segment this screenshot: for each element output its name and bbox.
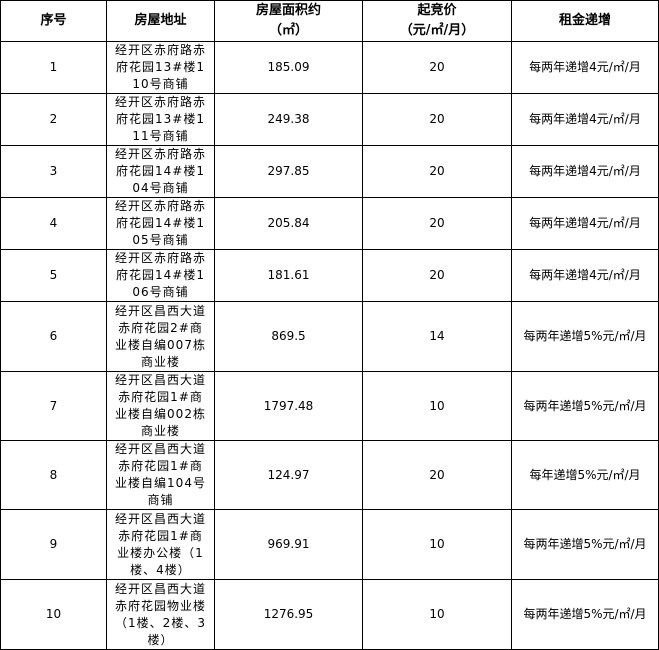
row-address: 经开区昌西大道赤府花园1#商业楼办公楼（1楼、4楼）	[106, 509, 215, 580]
row-rent-increase: 每两年递增4元/㎡/月	[511, 93, 659, 146]
table-row: 2 经开区赤府路赤府花园13#楼111号商铺 249.38 20 每两年递增4元/㎡/月	[0, 93, 659, 146]
row-price: 20	[362, 93, 512, 146]
row-rent-increase: 每两年递增5%元/㎡/月	[511, 301, 659, 372]
header-row: 序号 房屋地址 房屋面积约 （㎡） 起竞价 （元/㎡/月） 租金递增	[0, 0, 659, 42]
header-price: 起竞价 （元/㎡/月）	[362, 0, 512, 42]
row-rent-increase: 每两年递增4元/㎡/月	[511, 249, 659, 302]
row-area: 297.85	[214, 145, 363, 198]
row-address: 经开区赤府路赤府花园14#楼106号商铺	[106, 249, 215, 302]
table-row: 8 经开区昌西大道赤府花园1#商业楼自编104号商铺 124.97 20 每年递增5%元…	[0, 440, 659, 510]
row-rent-increase: 每两年递增4元/㎡/月	[511, 145, 659, 198]
row-price: 10	[362, 579, 512, 650]
row-address: 经开区赤府路赤府花园14#楼104号商铺	[106, 145, 215, 198]
row-area: 869.5	[214, 301, 363, 372]
row-rent-increase: 每两年递增4元/㎡/月	[511, 41, 659, 94]
row-address: 经开区赤府路赤府花园13#楼111号商铺	[106, 93, 215, 146]
row-area: 181.61	[214, 249, 363, 302]
row-price: 14	[362, 301, 512, 372]
row-area: 185.09	[214, 41, 363, 94]
row-rent-increase: 每年递增5%元/㎡/月	[511, 440, 659, 510]
row-price: 20	[362, 440, 512, 510]
row-price: 10	[362, 509, 512, 580]
row-number: 7	[0, 371, 107, 441]
table-row: 7 经开区昌西大道赤府花园1#商业楼自编002栋商业楼 1797.48 10 每两年递增…	[0, 371, 659, 441]
header-area-line1: 房屋面积约	[255, 3, 321, 18]
table-row: 4 经开区赤府路赤府花园14#楼105号商铺 205.84 20 每两年递增4元/㎡/月	[0, 197, 659, 250]
row-rent-increase: 每两年递增5%元/㎡/月	[511, 371, 659, 441]
row-area: 1276.95	[214, 579, 363, 650]
row-number: 8	[0, 440, 107, 510]
header-area: 房屋面积约 （㎡）	[214, 0, 363, 42]
row-area: 205.84	[214, 197, 363, 250]
row-rent-increase: 每两年递增5%元/㎡/月	[511, 509, 659, 580]
table-row: 1 经开区赤府路赤府花园13#楼110号商铺 185.09 20 每两年递增4元/㎡/月	[0, 41, 659, 94]
row-address: 经开区昌西大道赤府花园1#商业楼自编104号商铺	[106, 440, 215, 510]
row-rent-increase: 每两年递增4元/㎡/月	[511, 197, 659, 250]
row-number: 1	[0, 41, 107, 94]
row-area: 249.38	[214, 93, 363, 146]
row-address: 经开区赤府路赤府花园13#楼110号商铺	[106, 41, 215, 94]
row-number: 5	[0, 249, 107, 302]
row-area: 969.91	[214, 509, 363, 580]
header-number: 序号	[0, 0, 107, 42]
row-price: 10	[362, 371, 512, 441]
row-price: 20	[362, 249, 512, 302]
row-address: 经开区昌西大道赤府花园1#商业楼自编002栋商业楼	[106, 371, 215, 441]
row-number: 9	[0, 509, 107, 580]
table-row: 6 经开区昌西大道赤府花园2#商业楼自编007栋商业楼 869.5 14 每两年递增5%…	[0, 301, 659, 372]
header-price-line1: 起竞价	[417, 3, 457, 18]
header-rent-increase: 租金递增	[511, 0, 659, 42]
table-row: 10 经开区昌西大道赤府花园物业楼（1楼、2楼、3楼） 1276.95 10 每两年递增…	[0, 579, 659, 650]
row-area: 124.97	[214, 440, 363, 510]
row-number: 2	[0, 93, 107, 146]
table-row: 3 经开区赤府路赤府花园14#楼104号商铺 297.85 20 每两年递增4元/㎡/月	[0, 145, 659, 198]
table-row: 5 经开区赤府路赤府花园14#楼106号商铺 181.61 20 每两年递增4元/㎡/月	[0, 249, 659, 302]
row-number: 3	[0, 145, 107, 198]
row-price: 20	[362, 41, 512, 94]
row-price: 20	[362, 197, 512, 250]
header-address: 房屋地址	[106, 0, 215, 42]
row-number: 4	[0, 197, 107, 250]
row-number: 10	[0, 579, 107, 650]
header-area-line2: （㎡）	[268, 23, 308, 38]
row-rent-increase: 每两年递增5%元/㎡/月	[511, 579, 659, 650]
row-address: 经开区赤府路赤府花园14#楼105号商铺	[106, 197, 215, 250]
row-address: 经开区昌西大道赤府花园物业楼（1楼、2楼、3楼）	[106, 579, 215, 650]
row-area: 1797.48	[214, 371, 363, 441]
table-row: 9 经开区昌西大道赤府花园1#商业楼办公楼（1楼、4楼） 969.91 10 每两年递增…	[0, 509, 659, 580]
header-price-line2: （元/㎡/月）	[399, 23, 475, 38]
row-price: 20	[362, 145, 512, 198]
row-address: 经开区昌西大道赤府花园2#商业楼自编007栋商业楼	[106, 301, 215, 372]
row-number: 6	[0, 301, 107, 372]
